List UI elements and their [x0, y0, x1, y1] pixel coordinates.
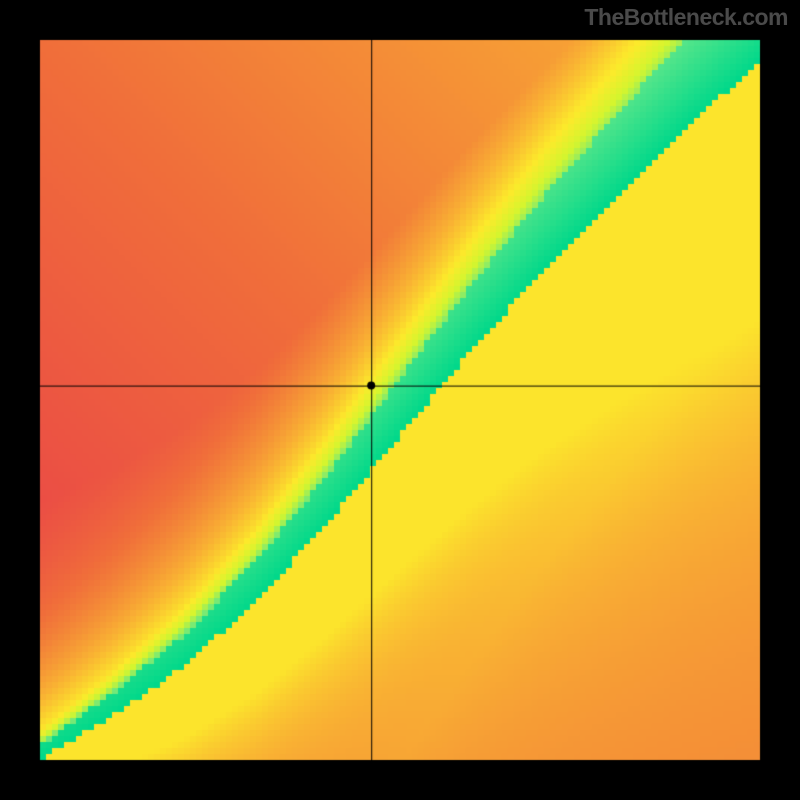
chart-container: TheBottleneck.com [0, 0, 800, 800]
watermark-text: TheBottleneck.com [584, 4, 788, 31]
bottleneck-heatmap [0, 0, 800, 800]
